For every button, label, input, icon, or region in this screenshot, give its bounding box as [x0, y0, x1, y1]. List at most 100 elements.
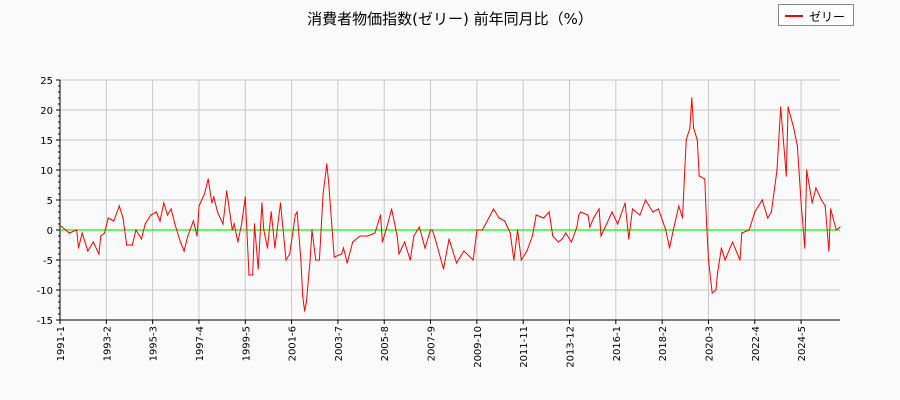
- data-point: [398, 253, 400, 255]
- data-point: [311, 229, 313, 231]
- data-point: [174, 223, 176, 225]
- x-tick-label: 2016-1: [612, 326, 623, 361]
- data-point: [279, 202, 282, 204]
- data-point: [166, 214, 169, 216]
- data-point: [366, 235, 369, 237]
- data-point: [303, 310, 306, 312]
- data-point: [652, 211, 654, 213]
- data-point: [657, 208, 660, 210]
- data-point: [253, 223, 256, 225]
- data-point: [776, 169, 778, 171]
- data-point: [576, 226, 578, 228]
- data-point: [800, 202, 802, 204]
- data-point: [144, 223, 146, 225]
- data-point: [835, 229, 837, 231]
- data-point: [815, 187, 817, 189]
- data-point: [811, 202, 813, 204]
- data-point: [379, 214, 382, 216]
- data-point: [226, 190, 228, 192]
- data-point: [257, 268, 259, 270]
- data-point: [266, 247, 269, 249]
- data-point: [592, 217, 595, 219]
- data-point: [196, 235, 198, 237]
- data-point: [587, 214, 589, 216]
- data-point: [830, 208, 832, 210]
- data-point: [248, 274, 250, 276]
- y-tick-label: -10: [37, 286, 53, 297]
- data-point: [665, 229, 667, 231]
- data-point: [644, 199, 647, 201]
- x-tick-label: 1995-3: [149, 326, 160, 361]
- data-point: [107, 217, 109, 219]
- data-point: [309, 259, 311, 261]
- data-point: [424, 247, 426, 249]
- data-point: [565, 232, 567, 234]
- data-point: [689, 127, 691, 129]
- data-point: [300, 259, 302, 261]
- data-point: [240, 223, 243, 225]
- y-tick-label: 25: [40, 76, 53, 87]
- data-point: [557, 241, 559, 243]
- x-tick-label: 2018-2: [658, 326, 669, 361]
- x-tick-label: 2022-4: [751, 326, 762, 361]
- data-point: [274, 247, 276, 249]
- data-point: [761, 199, 763, 201]
- data-point: [707, 259, 710, 261]
- data-point: [706, 223, 708, 225]
- data-point: [611, 211, 613, 213]
- data-point: [252, 274, 254, 276]
- data-point: [170, 208, 172, 210]
- data-point: [578, 214, 580, 216]
- data-point: [131, 244, 133, 246]
- data-point: [806, 169, 808, 171]
- data-point: [481, 229, 484, 231]
- data-point: [600, 235, 602, 237]
- data-point: [628, 238, 630, 240]
- data-point: [754, 211, 756, 213]
- data-point: [472, 259, 474, 261]
- data-point: [233, 223, 235, 225]
- legend-swatch: [785, 15, 803, 17]
- data-point: [552, 235, 554, 237]
- legend: ゼリー: [778, 4, 854, 26]
- data-point: [150, 214, 152, 216]
- data-point: [294, 214, 296, 216]
- x-tick-label: 1999-5: [241, 326, 252, 361]
- data-point: [135, 229, 137, 231]
- data-point: [509, 232, 511, 234]
- data-point: [81, 232, 83, 234]
- data-point: [681, 217, 684, 219]
- data-point: [589, 226, 591, 228]
- x-tick-label: 1993-2: [102, 326, 113, 361]
- data-point: [696, 139, 698, 141]
- data-point: [720, 247, 723, 249]
- data-point: [198, 205, 200, 207]
- x-tick-label: 2020-3: [704, 326, 715, 361]
- data-point: [302, 295, 304, 297]
- data-point: [770, 211, 773, 213]
- data-point: [159, 220, 161, 222]
- data-point: [796, 145, 798, 147]
- data-point: [289, 253, 291, 255]
- data-point: [504, 220, 506, 222]
- data-point: [698, 175, 700, 177]
- data-point: [385, 229, 387, 231]
- data-point: [333, 256, 335, 258]
- data-point: [780, 106, 782, 108]
- data-point: [409, 259, 411, 261]
- data-point: [715, 289, 717, 291]
- data-point: [429, 229, 432, 231]
- data-point: [693, 127, 695, 129]
- x-tick-label: 2001-6: [288, 326, 299, 361]
- data-point: [668, 247, 671, 249]
- data-point: [100, 235, 102, 237]
- data-point: [87, 250, 89, 252]
- data-point: [216, 211, 219, 213]
- data-point: [118, 205, 120, 207]
- data-point: [542, 217, 545, 219]
- data-point: [639, 214, 641, 216]
- data-point: [787, 106, 789, 108]
- data-point: [828, 250, 830, 252]
- data-point: [624, 202, 626, 204]
